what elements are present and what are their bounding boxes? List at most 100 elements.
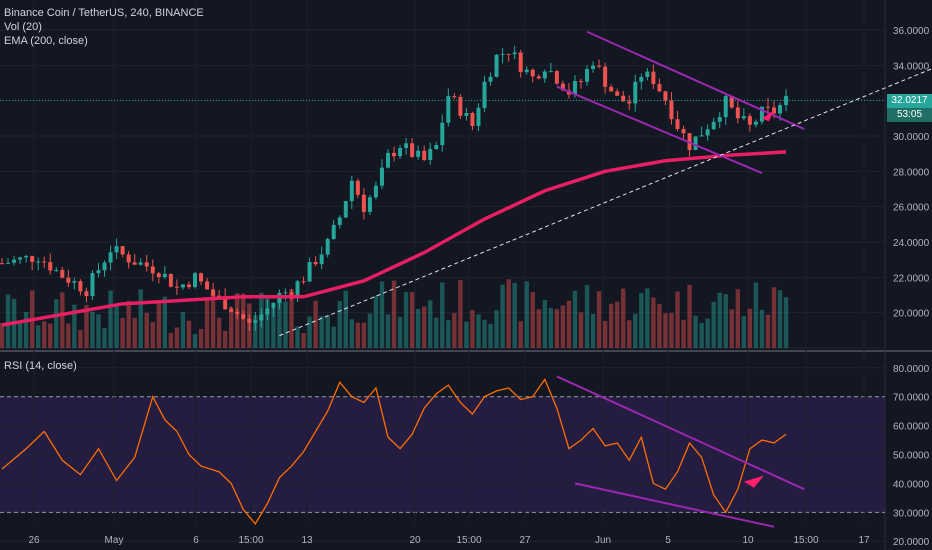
- candle-body: [542, 71, 547, 79]
- volume-bar: [222, 330, 228, 348]
- candle-body: [18, 257, 23, 260]
- rsi-legend[interactable]: RSI (14, close): [4, 360, 77, 372]
- candle-body: [343, 201, 348, 218]
- candle-body: [349, 180, 354, 202]
- candle-body: [66, 277, 71, 283]
- volume-bar: [162, 296, 168, 348]
- volume-bar: [747, 308, 753, 348]
- candle-body: [452, 96, 457, 98]
- volume-bar: [446, 320, 451, 348]
- rsi-arrow-annotation: [743, 475, 764, 498]
- volume-bar: [536, 309, 541, 348]
- volume-bar: [729, 309, 734, 348]
- candle-body: [392, 152, 397, 157]
- volume-bar: [295, 326, 300, 348]
- time-tick-label: May: [105, 535, 124, 546]
- volume-bar: [711, 301, 716, 348]
- rsi-trendline: [556, 375, 805, 491]
- volume-bar: [289, 289, 294, 348]
- volume-bar: [693, 315, 698, 348]
- candle-body: [78, 281, 83, 292]
- candle-body: [747, 116, 752, 125]
- volume-bar: [717, 292, 722, 348]
- volume-bar: [578, 312, 584, 348]
- candle-body: [319, 254, 324, 265]
- volume-bar: [180, 312, 186, 348]
- candle-body: [313, 262, 318, 265]
- volume-bar: [663, 313, 668, 348]
- volume-bar: [391, 280, 397, 348]
- volume-bar: [566, 300, 572, 348]
- volume-bar: [639, 292, 644, 348]
- volume-bar: [699, 322, 704, 348]
- candle-body: [144, 262, 149, 267]
- volume-bar: [343, 290, 348, 348]
- candle-body: [778, 105, 783, 114]
- ema-legend[interactable]: EMA (200, close): [4, 35, 88, 47]
- time-tick-label: 15:00: [793, 535, 818, 546]
- volume-bar: [741, 316, 747, 348]
- volume-bar: [524, 281, 529, 348]
- volume-bar: [42, 321, 47, 348]
- candle-body: [446, 96, 451, 123]
- volume-bar: [651, 297, 656, 348]
- candle-body: [223, 296, 228, 310]
- price-tick-label: 28.0000: [893, 167, 930, 178]
- volume-bar: [307, 316, 312, 348]
- time-tick-label: 20: [409, 535, 421, 546]
- candle-body: [331, 224, 336, 240]
- volume-bar: [633, 313, 638, 348]
- rsi-tick-label: 60.0000: [893, 422, 930, 433]
- volume-bar: [548, 308, 554, 348]
- volume-bar: [277, 298, 282, 348]
- candle-body: [186, 284, 191, 288]
- volume-bar: [735, 289, 741, 348]
- volume-bar: [301, 333, 306, 348]
- volume-bar: [168, 333, 174, 348]
- candle-body: [205, 281, 210, 290]
- symbol-legend[interactable]: Binance Coin / TetherUS, 240, BINANCE: [4, 7, 204, 19]
- candle-body: [735, 107, 740, 119]
- candle-body: [0, 263, 4, 265]
- candle-body: [536, 76, 541, 79]
- time-tick-label: 15:00: [456, 535, 481, 546]
- volume-bar: [144, 312, 149, 348]
- volume-bar: [506, 279, 511, 348]
- candle-body: [657, 84, 662, 92]
- candle-body: [675, 119, 680, 130]
- time-tick-label: 10: [742, 535, 754, 546]
- candle-body: [355, 180, 360, 195]
- price-tick-label: 34.0000: [893, 61, 930, 72]
- rsi-tick-label: 20.0000: [893, 537, 930, 548]
- candle-body: [597, 65, 602, 67]
- volume-bar: [96, 314, 101, 348]
- candle-body: [54, 270, 59, 272]
- price-tick-label: 24.0000: [893, 238, 930, 249]
- time-tick-label: 17: [858, 535, 870, 546]
- candle-body: [518, 52, 523, 73]
- volume-bar: [783, 297, 789, 348]
- volume-bar: [60, 292, 65, 348]
- volume-bar: [602, 320, 608, 348]
- candle-body: [283, 292, 288, 294]
- candle-body: [120, 246, 125, 255]
- candle-body: [373, 185, 378, 198]
- volume-bar: [560, 305, 566, 348]
- volume-bar: [373, 295, 379, 348]
- candle-body: [108, 252, 113, 263]
- rsi-tick-label: 80.0000: [893, 364, 930, 375]
- candle-body: [301, 281, 306, 283]
- candle-body: [711, 121, 716, 130]
- volume-bar: [132, 317, 137, 348]
- candle-body: [591, 65, 596, 70]
- volume-bar: [5, 294, 11, 348]
- candle-body: [440, 122, 445, 146]
- volume-bar: [361, 322, 367, 348]
- candle-body: [12, 259, 17, 263]
- vol-legend[interactable]: Vol (20): [4, 21, 42, 33]
- candle-body: [126, 254, 131, 263]
- volume-bar: [66, 323, 71, 348]
- volume-bar: [198, 329, 204, 348]
- candle-body: [42, 261, 47, 263]
